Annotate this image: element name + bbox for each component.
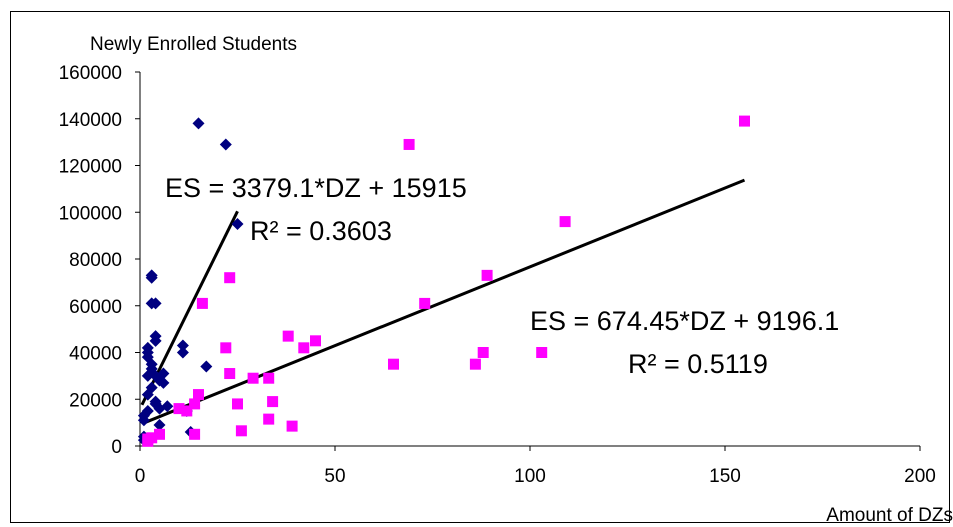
data-point-series-2 bbox=[481, 269, 493, 281]
data-point-series-2 bbox=[310, 335, 321, 347]
data-point-series-1 bbox=[231, 217, 244, 230]
data-point-series-2 bbox=[477, 347, 489, 358]
x-tick-label: 50 bbox=[324, 466, 345, 487]
data-point-series-2 bbox=[282, 330, 294, 342]
data-point-series-2 bbox=[146, 432, 158, 444]
y-axis-title: Newly Enrolled Students bbox=[90, 34, 297, 55]
trendline-r2-series-1: R² = 0.3603 bbox=[250, 216, 392, 246]
data-point-series-2 bbox=[263, 413, 275, 425]
data-point-series-2 bbox=[286, 420, 298, 432]
data-point-series-2 bbox=[193, 389, 204, 401]
data-point-series-2 bbox=[224, 272, 236, 284]
data-point-series-2 bbox=[247, 372, 259, 384]
data-point-series-2 bbox=[298, 342, 310, 354]
trendline-series-2 bbox=[143, 178, 746, 425]
data-point-series-2 bbox=[189, 398, 201, 410]
labels: Newly Enrolled Students Amount of DZs ES… bbox=[90, 34, 953, 526]
trendline-r2-series-2: R² = 0.5119 bbox=[628, 349, 768, 379]
data-point-series-1 bbox=[176, 339, 189, 352]
data-point-series-2 bbox=[263, 372, 275, 384]
data-point-series-1 bbox=[192, 117, 205, 130]
data-point-series-1 bbox=[200, 360, 213, 373]
data-point-series-1 bbox=[157, 376, 170, 389]
data-point-series-2 bbox=[189, 428, 201, 440]
data-point-series-1 bbox=[176, 346, 189, 359]
y-tick-label: 140000 bbox=[59, 110, 122, 131]
data-point-series-2 bbox=[173, 403, 185, 415]
chart-frame bbox=[10, 11, 950, 523]
data-point-series-1 bbox=[149, 334, 162, 347]
data-point-series-1 bbox=[149, 297, 162, 310]
data-point-series-2 bbox=[235, 425, 247, 437]
x-tick-label: 100 bbox=[514, 466, 546, 487]
y-tick-label: 120000 bbox=[59, 157, 122, 178]
y-tick-label: 160000 bbox=[59, 63, 122, 84]
data-point-series-2 bbox=[232, 398, 243, 410]
y-tick-label: 0 bbox=[111, 437, 122, 458]
data-point-series-2 bbox=[469, 358, 481, 370]
data-point-series-2 bbox=[419, 297, 431, 309]
data-point-series-1 bbox=[161, 400, 174, 413]
data-point-series-2 bbox=[220, 342, 232, 354]
data-point-series-2 bbox=[536, 347, 548, 358]
data-points bbox=[137, 115, 750, 447]
axes: 0 20000 40000 60000 80000 100000 120000 140000 1… bbox=[59, 63, 936, 487]
data-point-series-2 bbox=[739, 115, 750, 127]
y-tick-label: 80000 bbox=[69, 250, 122, 271]
data-point-series-2 bbox=[154, 428, 165, 440]
data-point-series-2 bbox=[559, 216, 571, 228]
data-point-series-2 bbox=[403, 138, 415, 150]
trendline-equation-series-1: ES = 3379.1*DZ + 15915 bbox=[165, 173, 467, 203]
data-point-series-1 bbox=[145, 381, 158, 394]
x-axis-title: Amount of DZs bbox=[826, 505, 953, 526]
data-point-series-2 bbox=[181, 405, 193, 417]
data-point-series-1 bbox=[145, 271, 158, 284]
data-point-series-1 bbox=[219, 138, 232, 151]
trendline-equation-series-2: ES = 674.45*DZ + 9196.1 bbox=[530, 306, 839, 336]
y-tick-label: 60000 bbox=[69, 297, 122, 318]
data-point-series-2 bbox=[267, 396, 279, 408]
x-tick-label: 200 bbox=[904, 466, 936, 487]
y-tick-label: 40000 bbox=[69, 344, 122, 365]
y-tick-label: 20000 bbox=[69, 390, 122, 411]
data-point-series-1 bbox=[137, 414, 150, 427]
trendlines bbox=[140, 178, 746, 425]
data-point-series-1 bbox=[153, 418, 166, 431]
data-point-series-1 bbox=[157, 367, 170, 380]
data-point-series-2 bbox=[388, 358, 399, 370]
y-tick-label: 100000 bbox=[59, 203, 122, 224]
data-point-series-1 bbox=[141, 404, 154, 417]
x-tick-label: 150 bbox=[709, 466, 741, 487]
x-tick-label: 0 bbox=[135, 466, 146, 487]
data-point-series-2 bbox=[224, 368, 236, 380]
data-point-series-2 bbox=[196, 297, 208, 309]
